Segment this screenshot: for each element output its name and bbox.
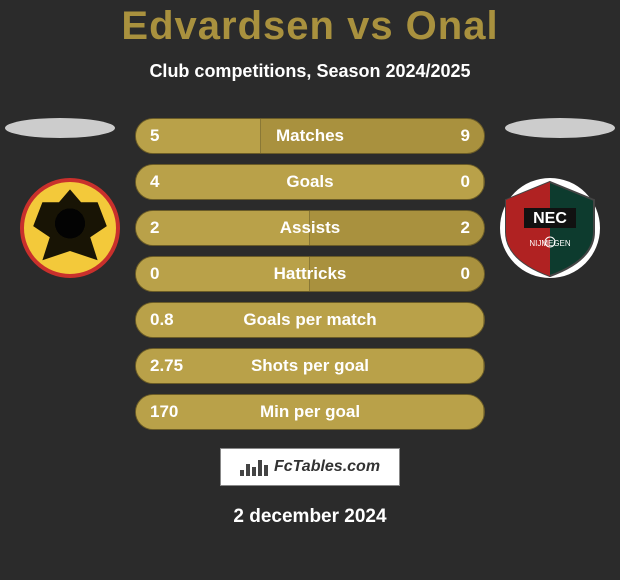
fctables-branding[interactable]: FcTables.com [220, 448, 400, 486]
stat-left-value: 5 [136, 126, 196, 146]
svg-text:NEC: NEC [533, 210, 567, 227]
stat-left-value: 2 [136, 218, 196, 238]
stat-label: Matches [196, 126, 424, 146]
stat-rows: 5Matches94Goals02Assists20Hattricks00.8G… [135, 118, 485, 430]
stat-label: Goals [196, 172, 424, 192]
page-title: Edvardsen vs Onal [0, 0, 620, 49]
stat-row: 0Hattricks0 [135, 256, 485, 292]
club-logo-left [20, 178, 120, 278]
season-subtitle: Club competitions, Season 2024/2025 [0, 61, 620, 82]
fctables-label: FcTables.com [274, 458, 380, 476]
stat-right-value: 9 [424, 126, 484, 146]
stat-label: Shots per goal [196, 356, 424, 376]
stat-row: 5Matches9 [135, 118, 485, 154]
stat-left-value: 170 [136, 402, 196, 422]
stat-right-value: 0 [424, 264, 484, 284]
stat-right-value: 0 [424, 172, 484, 192]
stat-label: Min per goal [196, 402, 424, 422]
stat-row: 170Min per goal [135, 394, 485, 430]
stat-right-value: 2 [424, 218, 484, 238]
stat-left-value: 0.8 [136, 310, 196, 330]
stat-left-value: 0 [136, 264, 196, 284]
player-right-shadow [505, 118, 615, 138]
stat-row: 0.8Goals per match [135, 302, 485, 338]
stat-row: 2Assists2 [135, 210, 485, 246]
fctables-icon [240, 458, 268, 476]
stat-label: Hattricks [196, 264, 424, 284]
stat-left-value: 4 [136, 172, 196, 192]
stat-row: 2.75Shots per goal [135, 348, 485, 384]
player-left-shadow [5, 118, 115, 138]
stat-left-value: 2.75 [136, 356, 196, 376]
stat-row: 4Goals0 [135, 164, 485, 200]
stat-label: Goals per match [196, 310, 424, 330]
club-logo-right: NEC NIJMEGEN [500, 178, 600, 278]
stat-label: Assists [196, 218, 424, 238]
footer-date: 2 december 2024 [0, 506, 620, 528]
comparison-area: NEC NIJMEGEN 5Matches94Goals02Assists20H… [0, 118, 620, 528]
